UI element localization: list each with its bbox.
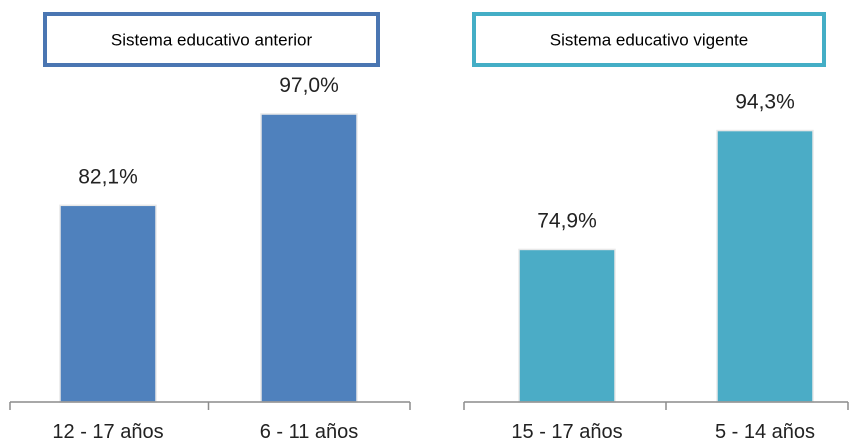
bar xyxy=(59,204,157,403)
x-tick-label: 6 - 11 años xyxy=(260,421,359,441)
data-label: 94,3% xyxy=(735,91,795,114)
data-label: 74,9% xyxy=(537,209,597,232)
chart-title-box xyxy=(43,12,380,67)
chart-title: Sistema educativo anterior xyxy=(111,31,313,50)
chart-title-box xyxy=(472,12,826,67)
bar xyxy=(518,248,616,403)
chart-2: Sistema educativo vigente 74,9% 94,3% 15 - … xyxy=(463,12,849,443)
data-label: 97,0% xyxy=(279,74,339,97)
x-tick-label: 15 - 17 años xyxy=(511,421,622,441)
data-label: 82,1% xyxy=(78,165,138,188)
x-tick-label: 12 - 17 años xyxy=(52,421,163,441)
chart-1: Sistema educativo anterior 82,1% 97,0% 12 -… xyxy=(9,12,411,443)
chart-title: Sistema educativo vigente xyxy=(550,31,748,50)
bar xyxy=(260,113,358,403)
x-tick-label: 5 - 14 años xyxy=(715,421,815,441)
bar xyxy=(716,129,814,403)
